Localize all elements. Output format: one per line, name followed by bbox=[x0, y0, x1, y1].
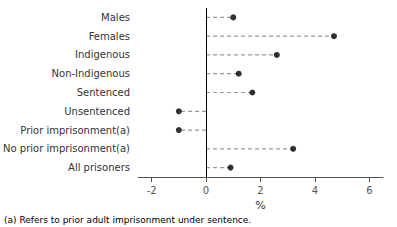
svg-text:Non-Indigenous: Non-Indigenous bbox=[52, 68, 130, 79]
svg-text:0: 0 bbox=[203, 185, 209, 196]
svg-text:4: 4 bbox=[312, 185, 318, 196]
svg-text:Females: Females bbox=[89, 31, 130, 42]
svg-text:6: 6 bbox=[366, 185, 372, 196]
svg-text:Indigenous: Indigenous bbox=[75, 49, 130, 60]
svg-text:-2: -2 bbox=[147, 185, 157, 196]
svg-text:(a) Refers to prior adult impr: (a) Refers to prior adult imprisonment u… bbox=[4, 215, 251, 225]
svg-text:All prisoners: All prisoners bbox=[68, 162, 130, 173]
svg-text:No prior imprisonment(a): No prior imprisonment(a) bbox=[3, 143, 130, 154]
svg-text:2: 2 bbox=[257, 185, 263, 196]
svg-text:%: % bbox=[255, 199, 265, 212]
svg-text:Sentenced: Sentenced bbox=[77, 87, 130, 98]
svg-text:Prior imprisonment(a): Prior imprisonment(a) bbox=[20, 125, 130, 136]
svg-text:Males: Males bbox=[101, 12, 130, 23]
svg-text:Unsentenced: Unsentenced bbox=[64, 106, 130, 117]
